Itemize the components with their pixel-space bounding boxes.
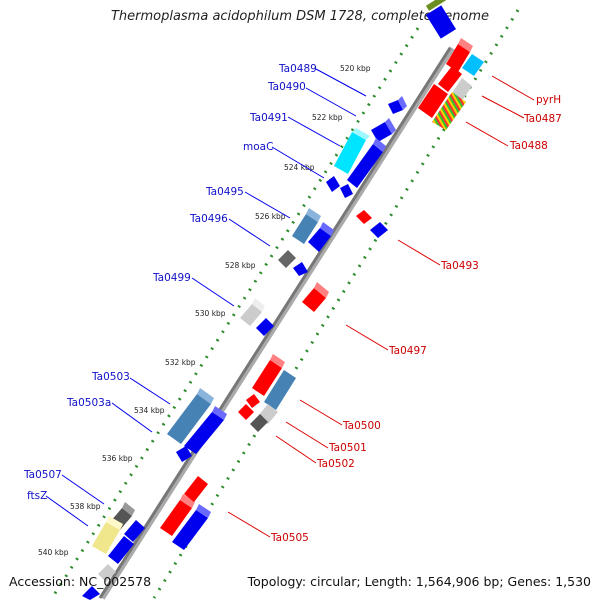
gene-ta0493 (356, 210, 388, 238)
gene-moac (347, 138, 386, 188)
gene-label-ta0488: Ta0488 (509, 140, 548, 152)
gene-label-ta0503a: Ta0503a (66, 397, 111, 409)
gene-label-ta0489: Ta0489 (278, 63, 317, 75)
gene-label-ta0503: Ta0503 (91, 371, 130, 383)
forward-callout-lines (45, 68, 367, 527)
scale-label-520: 520 kbp (340, 64, 371, 73)
scale-label-540: 540 kbp (38, 548, 69, 557)
forward-gene-labels: Ta0489 Ta0490 Ta0491 moaC Ta0495 Ta0496 … (23, 63, 317, 502)
gene-label-ta0487: Ta0487 (523, 113, 562, 125)
accession-text: Accession: NC_002578 (9, 574, 152, 589)
gene-label-ta0502: Ta0502 (316, 458, 355, 470)
gene-ta0489 (388, 96, 407, 114)
gene-label-ta0490: Ta0490 (267, 81, 306, 93)
reverse-gene-labels: pyrH Ta0487 Ta0488 Ta0493 Ta0497 Ta0500 … (270, 94, 562, 544)
gene-label-ta0497: Ta0497 (388, 345, 427, 357)
gene-ta0491 (334, 128, 370, 174)
scale-label-536: 536 kbp (102, 454, 133, 463)
scale-label-530: 530 kbp (195, 309, 226, 318)
gene-label-moac: moaC (243, 141, 273, 153)
gene-ta0500 (252, 354, 296, 410)
gene-label-ta0505: Ta0505 (270, 532, 309, 544)
scale-label-534: 534 kbp (134, 406, 165, 415)
gene-ftsz (82, 516, 145, 600)
gene-ta0503 (167, 388, 214, 444)
gene-small-1 (326, 176, 353, 198)
gene-label-ta0495: Ta0495 (205, 186, 244, 198)
gene-top-partial (425, 0, 457, 39)
scale-label-524: 524 kbp (284, 163, 315, 172)
gene-label-ta0496: Ta0496 (189, 213, 228, 225)
gene-label-ftsz: ftsZ (27, 490, 47, 502)
gene-blue-530 (256, 318, 274, 336)
gene-label-ta0507: Ta0507 (23, 469, 62, 481)
gene-label-ta0500: Ta0500 (342, 420, 381, 432)
reverse-callout-lines (227, 75, 535, 538)
genome-summary-text: Topology: circular; Length: 1,564,906 bp… (247, 574, 591, 589)
gene-ta0502 (250, 414, 268, 432)
gene-ta0505 (160, 476, 211, 550)
scale-label-526: 526 kbp (255, 212, 286, 221)
gene-ta0497 (302, 282, 329, 312)
gene-ta0496 (308, 222, 334, 252)
gene-label-ta0501: Ta0501 (328, 442, 367, 454)
scale-label-528: 528 kbp (225, 261, 256, 270)
gene-label-ta0493: Ta0493 (440, 260, 479, 272)
scale-label-538: 538 kbp (70, 502, 101, 511)
scale-labels: 520 kbp 522 kbp 524 kbp 526 kbp 528 kbp … (38, 64, 371, 557)
scale-label-532: 532 kbp (165, 358, 196, 367)
scale-label-522: 522 kbp (312, 113, 343, 122)
map-title: Thermoplasma acidophilum DSM 1728, compl… (110, 9, 490, 24)
gene-label-ta0491: Ta0491 (249, 112, 288, 124)
outer-scale-track (50, 27, 420, 599)
gene-ta0503a (176, 406, 227, 462)
gene-ta0499 (240, 298, 265, 326)
genome-backbone (98, 46, 455, 600)
gene-grey-1 (278, 250, 308, 276)
gene-ta0495 (292, 208, 321, 244)
gene-label-ta0499: Ta0499 (152, 272, 191, 284)
gene-label-pyrh: pyrH (536, 94, 561, 106)
gene-pyrh-region (418, 38, 484, 130)
gene-ta0490 (371, 118, 396, 142)
